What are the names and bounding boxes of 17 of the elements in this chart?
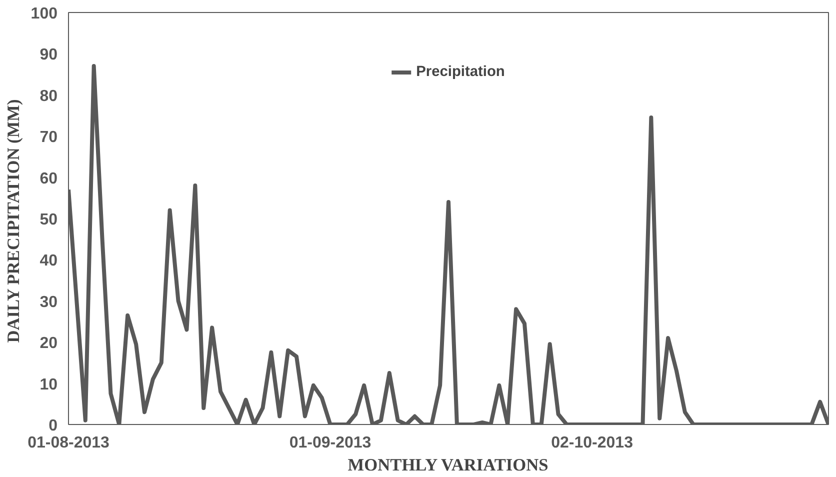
legend-label: Precipitation xyxy=(416,64,505,80)
y-tick-label: 100 xyxy=(30,6,58,22)
y-tick-label: 60 xyxy=(40,170,58,188)
x-tick-label: 01-09-2013 xyxy=(289,434,372,452)
y-axis-title: DAILY PRECIPITATION (MM) xyxy=(4,98,23,343)
y-tick-label: 50 xyxy=(40,212,58,228)
y-tick-label: 20 xyxy=(40,335,58,352)
x-axis-title: MONTHLY VARIATIONS xyxy=(348,456,548,474)
y-tick-label: 10 xyxy=(40,376,58,394)
x-tick-label: 02-10-2013 xyxy=(551,434,634,452)
y-tick-label: 90 xyxy=(40,46,58,64)
y-tick-label: 0 xyxy=(48,418,58,434)
x-tick-label: 01-08-2013 xyxy=(28,434,110,452)
y-tick-label: 70 xyxy=(40,129,58,146)
y-tick-label: 30 xyxy=(40,294,58,311)
y-tick-label: 40 xyxy=(40,252,58,270)
y-tick-label: 80 xyxy=(40,88,58,105)
